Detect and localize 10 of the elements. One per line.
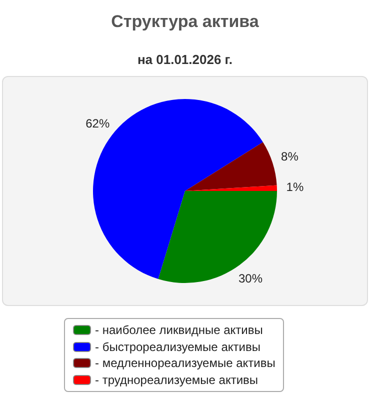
data-label: 30% — [238, 272, 263, 286]
chart-subtitle: на 01.01.2026 г. — [136, 52, 234, 67]
data-label: 8% — [281, 150, 299, 164]
legend-label: - медленнореализуемые активы — [95, 356, 276, 370]
legend-label: - наиболее ликвидные активы — [95, 323, 263, 338]
data-label: 1% — [286, 180, 304, 194]
legend-label: - быстрореализуемые активы — [95, 340, 260, 354]
legend-label: - труднореализуемые активы — [95, 372, 258, 387]
chart-title: Структура актива — [110, 12, 260, 32]
data-label: 62% — [86, 116, 110, 130]
